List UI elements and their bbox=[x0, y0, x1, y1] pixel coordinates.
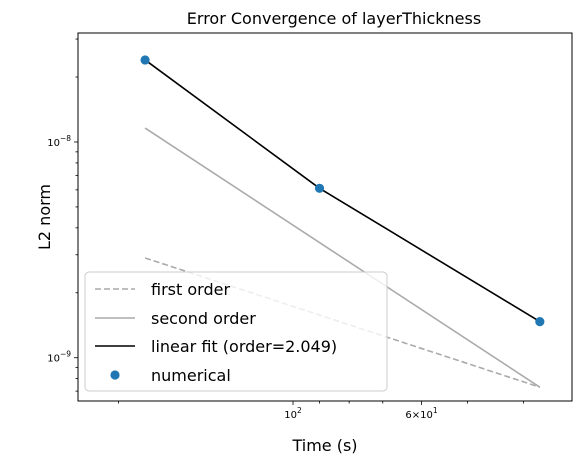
x-axis-label: Time (s) bbox=[291, 436, 357, 455]
legend-box bbox=[84, 271, 388, 392]
axes-frame bbox=[77, 32, 573, 402]
x-tick-label: 6×101 bbox=[405, 406, 437, 421]
legend-label: numerical bbox=[151, 366, 231, 385]
y-tick-label: 10−9 bbox=[47, 350, 71, 365]
data-point-numerical bbox=[314, 183, 325, 193]
series-line-1 bbox=[144, 127, 541, 388]
legend-label: second order bbox=[151, 309, 256, 328]
legend-marker-numerical bbox=[110, 370, 120, 380]
x-tick-label: 102 bbox=[284, 406, 302, 421]
chart-title: Error Convergence of layerThickness bbox=[187, 9, 481, 28]
legend-label: first order bbox=[151, 280, 230, 299]
y-tick-label: 10−8 bbox=[47, 134, 71, 149]
data-point-numerical bbox=[535, 317, 545, 327]
y-axis-label: L2 norm bbox=[35, 184, 54, 250]
legend-label: linear fit (order=2.049) bbox=[151, 337, 337, 356]
data-point-numerical bbox=[140, 55, 150, 65]
legend: first order second order linear fit (order… bbox=[84, 271, 388, 392]
